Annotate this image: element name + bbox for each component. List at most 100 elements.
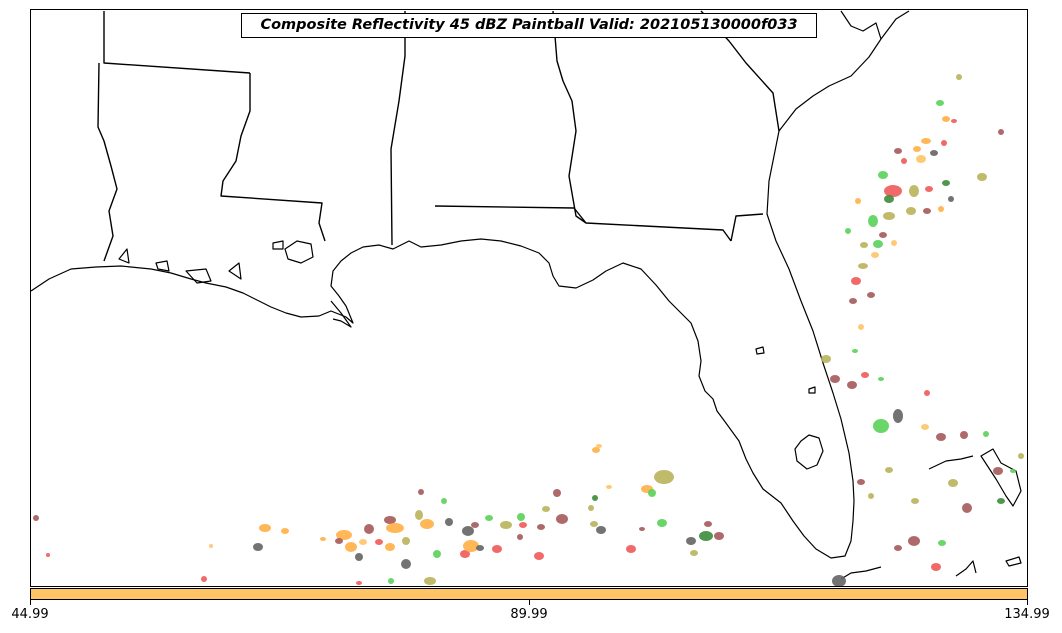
reflectivity-blob xyxy=(832,575,846,586)
reflectivity-blob xyxy=(537,524,545,530)
reflectivity-blob xyxy=(908,536,920,546)
reflectivity-blob xyxy=(942,116,950,122)
reflectivity-blob xyxy=(893,409,903,423)
reflectivity-blob xyxy=(857,479,865,485)
gulf-island-4 xyxy=(228,262,242,280)
reflectivity-blob xyxy=(851,277,861,285)
florida-lake-small xyxy=(808,386,816,394)
reflectivity-blob xyxy=(894,545,902,551)
colorbar-tick-mark xyxy=(529,600,530,605)
reflectivity-blob xyxy=(906,207,916,215)
reflectivity-blob xyxy=(936,100,944,106)
reflectivity-blob xyxy=(424,577,436,585)
reflectivity-blob xyxy=(500,521,512,529)
colorbar-tick-label: 134.99 xyxy=(1004,607,1050,622)
reflectivity-blob xyxy=(885,467,893,473)
reflectivity-blob xyxy=(517,513,525,521)
bahamas-south xyxy=(955,560,977,577)
reflectivity-blob xyxy=(596,526,606,534)
reflectivity-blob xyxy=(858,324,864,330)
gulf-island-3 xyxy=(185,268,212,284)
reflectivity-blob xyxy=(938,206,944,212)
reflectivity-blob xyxy=(320,537,326,541)
reflectivity-blob xyxy=(356,581,362,585)
reflectivity-blob xyxy=(386,523,404,533)
reflectivity-blob xyxy=(556,514,568,524)
state-border-ar-la xyxy=(103,11,251,74)
reflectivity-blob xyxy=(1010,469,1016,473)
reflectivity-blob xyxy=(884,195,894,203)
reflectivity-blob xyxy=(402,537,410,545)
reflectivity-blob xyxy=(588,505,594,511)
reflectivity-blob xyxy=(830,375,840,383)
state-border-al-fl xyxy=(434,205,732,242)
colorbar xyxy=(30,588,1028,600)
reflectivity-blob xyxy=(590,521,598,527)
reflectivity-blob xyxy=(960,431,968,439)
reflectivity-blob xyxy=(657,519,667,527)
coastline-texas-louisiana xyxy=(31,10,910,559)
reflectivity-blob xyxy=(259,524,271,532)
bahamas-grand xyxy=(928,455,974,470)
reflectivity-blob xyxy=(911,498,919,504)
coastline-ga-carolina xyxy=(840,10,882,40)
reflectivity-blob xyxy=(384,516,396,524)
reflectivity-blob xyxy=(931,563,941,571)
reflectivity-blob xyxy=(209,544,213,548)
louisiana-delta xyxy=(330,300,352,328)
reflectivity-paintball-layer xyxy=(33,74,1024,586)
reflectivity-blob xyxy=(916,155,926,163)
reflectivity-blob xyxy=(704,521,712,527)
florida-keys xyxy=(840,566,882,580)
reflectivity-blob xyxy=(492,545,502,553)
lake-pontchartrain xyxy=(284,240,314,264)
reflectivity-blob xyxy=(253,543,263,551)
colorbar-tick-label: 89.99 xyxy=(510,607,548,622)
state-border-la-ms-river xyxy=(97,62,118,262)
lake-okeechobee xyxy=(794,434,824,470)
reflectivity-blob xyxy=(471,522,479,528)
reflectivity-blob xyxy=(883,212,895,220)
map-panel xyxy=(30,9,1028,587)
map-title: Composite Reflectivity 45 dBZ Paintball … xyxy=(241,13,817,38)
reflectivity-blob xyxy=(873,419,889,433)
reflectivity-blob xyxy=(983,431,989,437)
reflectivity-blob xyxy=(388,578,394,584)
reflectivity-blob xyxy=(868,493,874,499)
reflectivity-blob xyxy=(33,515,39,521)
reflectivity-blob xyxy=(847,381,857,389)
reflectivity-blob xyxy=(46,553,50,557)
reflectivity-blob xyxy=(845,228,851,234)
reflectivity-blob xyxy=(385,543,395,551)
reflectivity-blob xyxy=(476,545,484,551)
map-svg xyxy=(31,10,1024,586)
reflectivity-blob xyxy=(606,485,612,489)
colorbar-tick-mark xyxy=(30,600,31,605)
reflectivity-blob xyxy=(401,559,411,569)
reflectivity-blob xyxy=(415,510,423,520)
reflectivity-blob xyxy=(359,539,367,545)
reflectivity-blob xyxy=(517,534,523,540)
reflectivity-blob xyxy=(714,532,724,540)
reflectivity-blob xyxy=(921,424,929,430)
reflectivity-blob xyxy=(335,538,343,544)
reflectivity-blob xyxy=(592,447,600,453)
reflectivity-blob xyxy=(858,263,868,269)
reflectivity-blob xyxy=(909,185,919,197)
reflectivity-blob xyxy=(997,498,1005,504)
gulf-island-1 xyxy=(118,248,130,264)
reflectivity-blob xyxy=(690,550,698,556)
bahamas-islet xyxy=(1005,556,1022,567)
reflectivity-blob xyxy=(420,519,434,529)
reflectivity-blob xyxy=(345,542,357,552)
reflectivity-blob xyxy=(962,503,972,513)
reflectivity-blob xyxy=(441,498,447,504)
reflectivity-blob xyxy=(884,185,902,197)
reflectivity-blob xyxy=(938,540,946,546)
reflectivity-blob xyxy=(485,515,493,521)
reflectivity-blob xyxy=(901,158,907,164)
gulf-island-5 xyxy=(272,240,284,250)
reflectivity-blob xyxy=(445,518,453,526)
reflectivity-blob xyxy=(878,377,884,381)
reflectivity-blob xyxy=(433,550,441,558)
